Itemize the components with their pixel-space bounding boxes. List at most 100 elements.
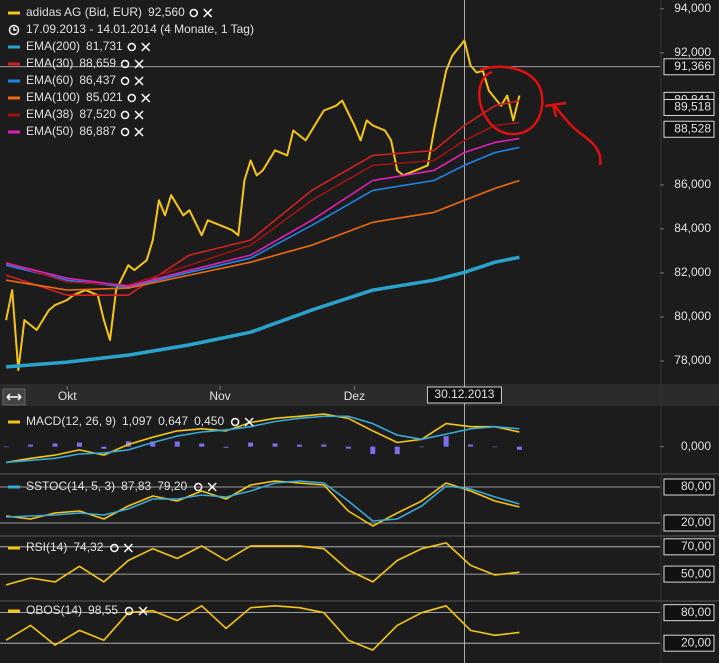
legend-value: 81,731 — [86, 39, 123, 53]
y-tick-label: 70,00 — [681, 539, 711, 553]
panel-value: 1,097 — [122, 414, 152, 428]
time-axis-band — [0, 384, 719, 406]
legend-value: 92,560 — [148, 5, 185, 19]
histogram-bar — [52, 443, 58, 447]
y-tick-label: 50,00 — [681, 566, 711, 580]
legend-name: EMA(50) — [26, 124, 73, 138]
panel-title: MACD(12, 26, 9) — [26, 414, 116, 428]
y-tick-label: 80,00 — [681, 479, 711, 493]
red-arrow — [552, 103, 602, 166]
panel-value: 79,20 — [157, 479, 187, 493]
legend-name: EMA(100) — [26, 90, 80, 104]
x-tick-label: Dez — [344, 389, 365, 403]
series-line — [5, 39, 521, 371]
legend-value: 85,021 — [86, 90, 123, 104]
histogram-bar — [76, 442, 82, 447]
price-tag-label: 89,518 — [674, 100, 711, 114]
panel-title: SSTOC(14, 5, 3) — [26, 479, 115, 493]
histogram-bar — [345, 446, 351, 449]
tick-box — [663, 565, 715, 583]
close-icon — [207, 482, 217, 492]
histogram-bar — [248, 442, 254, 447]
histogram-bar — [272, 443, 278, 447]
clock-hand — [13, 27, 17, 31]
panel-title: OBOS(14) — [26, 603, 82, 617]
legend-name: EMA(60) — [26, 73, 73, 87]
settings-icon — [124, 606, 134, 616]
red-circle — [478, 65, 544, 136]
close-icon — [141, 42, 151, 52]
histogram-bar — [223, 446, 229, 448]
y-tick-label: 20,00 — [681, 635, 711, 649]
cursor-box — [426, 386, 502, 404]
panel-value: 87,83 — [121, 479, 151, 493]
y-tick-label: 80,000 — [674, 309, 711, 323]
series-line — [6, 480, 520, 527]
series-line — [5, 542, 520, 586]
close-icon — [141, 93, 151, 103]
panel-value: 0,647 — [158, 414, 188, 428]
settings-icon — [193, 482, 203, 492]
scroll-icon — [6, 393, 22, 401]
legend-value: 87,520 — [79, 107, 116, 121]
annotation — [478, 65, 602, 166]
settings-icon — [127, 93, 136, 103]
price-tag — [663, 120, 715, 138]
settings-icon — [189, 8, 198, 18]
y-tick-label: 20,00 — [681, 515, 711, 529]
settings-icon — [230, 417, 240, 427]
y-tick-label: 80,00 — [681, 605, 711, 619]
price-tag — [663, 98, 715, 116]
histogram-bar — [101, 446, 107, 449]
histogram-bar — [199, 443, 205, 447]
histogram-bar — [516, 446, 522, 450]
close-icon — [203, 8, 213, 18]
tick-box — [663, 514, 715, 532]
panel-title: RSI(14) — [26, 540, 67, 554]
histogram-bar — [174, 441, 180, 447]
y-tick-label: 86,000 — [674, 177, 711, 191]
tick-box — [663, 478, 715, 496]
settings-icon — [120, 76, 130, 86]
clock-icon — [8, 24, 20, 36]
x-tick-label: Nov — [209, 389, 230, 403]
legend-value: 88,659 — [79, 56, 116, 70]
legend-name: EMA(200) — [26, 39, 80, 53]
histogram-bar — [321, 444, 327, 447]
red-arrow-head — [544, 101, 567, 118]
y-tick-label: 94,000 — [674, 1, 711, 15]
histogram-bar — [394, 446, 400, 455]
close-icon — [138, 606, 148, 616]
panel-value: 74,32 — [73, 540, 103, 554]
tick-box — [663, 634, 715, 652]
settings-icon — [120, 127, 130, 137]
tick-box — [663, 538, 715, 556]
histogram-bar — [370, 446, 376, 454]
series-line — [6, 480, 520, 522]
close-icon — [134, 59, 144, 69]
histogram-bar — [150, 441, 156, 447]
y-tick-label: 0,000 — [681, 439, 711, 453]
close-icon — [123, 543, 133, 553]
close-icon — [244, 417, 254, 427]
series-line — [5, 255, 520, 369]
series-line — [5, 413, 520, 464]
close-icon — [134, 110, 144, 120]
settings-icon — [120, 59, 130, 69]
series-line — [5, 137, 520, 287]
histogram-bar — [28, 444, 34, 447]
histogram-bar — [419, 446, 425, 448]
tick-box — [663, 604, 715, 622]
price-tag-label: 88,528 — [674, 121, 711, 135]
price-box — [663, 58, 715, 76]
y-tick-label: 84,000 — [674, 221, 711, 235]
series-line — [6, 415, 520, 464]
y-tick-label: 78,000 — [674, 353, 711, 367]
close-icon — [134, 127, 144, 137]
settings-icon — [127, 42, 136, 52]
x-tick-label: Okt — [58, 389, 77, 403]
settings-icon — [120, 110, 130, 120]
histogram-bar — [3, 446, 9, 448]
